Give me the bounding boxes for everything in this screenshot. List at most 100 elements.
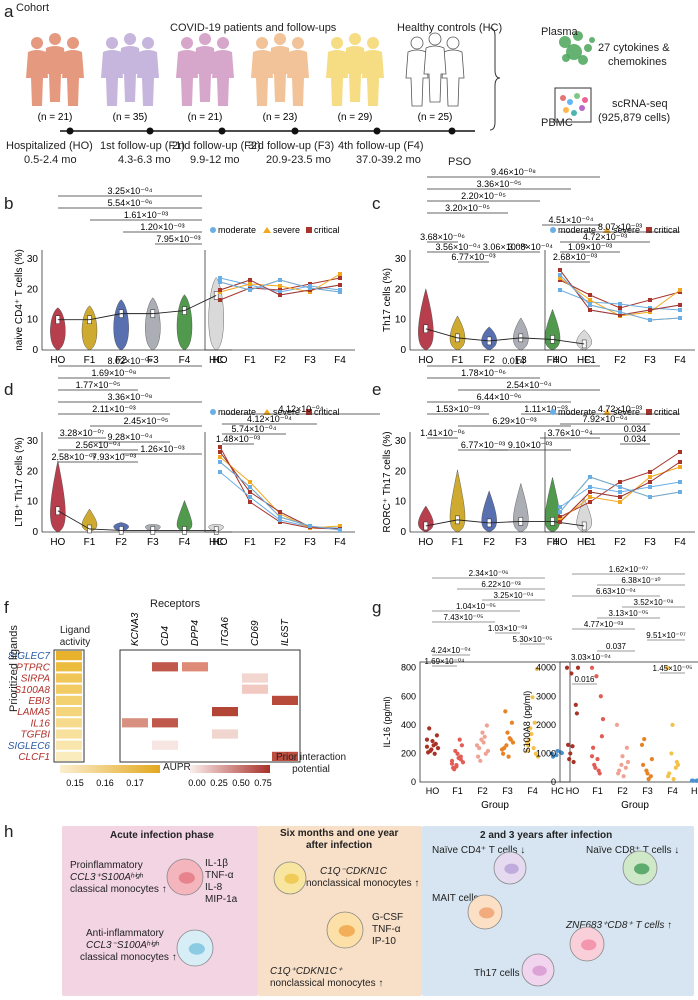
timeline-point: [291, 127, 299, 135]
ligand-name: SIRPA: [21, 674, 51, 685]
g-left-pvalue: 7.43×10⁻⁰⁵: [444, 613, 484, 622]
plasma-dot: [562, 54, 570, 62]
d-pvalue: 2.56×10⁻⁰⁴: [75, 440, 120, 450]
cell-nucleus: [504, 863, 519, 874]
x-tick-label: HC: [691, 786, 698, 796]
person-head: [142, 37, 154, 49]
person-body: [344, 46, 366, 102]
person-icon: [194, 33, 216, 102]
person-icon: [101, 37, 123, 106]
interaction-cell: [212, 729, 238, 739]
data-dot-F3: [641, 762, 646, 767]
x-tick-label: F4: [667, 786, 678, 796]
x-tick-label: F3: [147, 537, 159, 548]
data-dot-HO: [431, 743, 436, 748]
legend-severe: severe: [273, 407, 300, 417]
data-dot-F1: [452, 767, 457, 772]
g-right-pvalue: 1.45×10⁻⁰⁵: [653, 664, 693, 673]
patient-point: [558, 273, 562, 277]
c-top-pvalue: 2.20×10⁻⁰⁵: [461, 191, 506, 201]
x-tick-label: F2: [617, 786, 628, 796]
patient-point: [558, 515, 562, 519]
x-axis-label: Group: [481, 800, 509, 811]
patient-point: [648, 298, 652, 302]
y-tick-label: 1000: [536, 748, 556, 758]
data-dot-F3: [507, 736, 512, 741]
patient-point: [278, 518, 282, 522]
c-top-pvalue: 3.36×10⁻⁰⁵: [477, 179, 522, 189]
data-dot-HO: [427, 726, 432, 731]
patient-point: [558, 505, 562, 509]
patient-point: [618, 310, 622, 314]
legend-critical-marker: [306, 409, 312, 415]
group-count: (n = 35): [113, 112, 148, 123]
proinflammatory-monocyte: [166, 858, 204, 896]
patient-point: [308, 286, 312, 290]
data-dot-F4: [667, 771, 672, 776]
interaction-cell: [272, 695, 298, 705]
legend-critical-marker: [646, 227, 652, 233]
y-tick-label: 3000: [536, 691, 556, 701]
mid-genes-2: C1Q⁺CDKN1C⁺: [270, 966, 343, 977]
data-dot-HO: [430, 738, 435, 744]
person-icon: [423, 32, 447, 103]
data-dot-HO: [569, 671, 574, 676]
group-count: (n = 29): [338, 112, 373, 123]
cohort-label: Cohort: [16, 2, 50, 14]
ligand-heatmap: SIGLEC7PTPRCSIRPAS100A8EBI3LAMA5IL16TGFB…: [8, 612, 301, 788]
mid-cytokine-0: G-CSF: [372, 912, 404, 923]
c-top-pvalue: 4.51×10⁻⁰⁴: [548, 215, 593, 225]
data-dot-HC: [554, 753, 559, 758]
person-body: [251, 50, 273, 106]
x-tick-label: F4: [547, 355, 559, 366]
cell-nucleus: [532, 965, 547, 976]
g-right-pvalue: 9.51×10⁻⁰⁷: [646, 631, 686, 640]
x-tick-label: F3: [644, 355, 656, 366]
brace: [489, 27, 501, 131]
data-dot-F2: [619, 762, 624, 767]
x-tick-label: F3: [642, 786, 653, 796]
x-tick-label: HC: [577, 355, 591, 366]
patient-point: [618, 485, 622, 489]
panel-label-f: f: [4, 598, 9, 617]
x-tick-label: F2: [483, 537, 495, 548]
x-tick-label: F1: [452, 786, 463, 796]
six-months-box: [258, 826, 422, 996]
data-dot-F2: [478, 758, 483, 763]
data-dot-F4: [528, 726, 533, 731]
violin-HO: [50, 307, 66, 351]
timeline-point: [373, 127, 381, 135]
data-dot-F1: [595, 757, 600, 762]
x-tick-label: F2: [115, 537, 127, 548]
legend-moderate: moderate: [218, 225, 256, 235]
e-line-pvalue: 4.72×10⁻⁰³: [598, 404, 642, 414]
patient-point: [278, 278, 282, 282]
y-tick-label: 10: [395, 497, 407, 508]
b-pvalue: 3.25×10⁻⁰⁴: [107, 186, 152, 196]
x-tick-label: F1: [452, 355, 464, 366]
g-right-pvalue: 6.38×10⁻¹⁰: [621, 576, 660, 585]
covid-title: COVID-19 patients and follow-ups: [170, 22, 337, 34]
ligand-name: LAMA5: [17, 707, 50, 718]
naive-cd4-t-cell: [493, 851, 527, 885]
data-dot-F2: [624, 745, 630, 750]
late-znf683: ZNF683⁺CD8⁺ T cells ↑: [566, 920, 673, 931]
x-tick-label: F2: [115, 355, 127, 366]
interaction-cell: [242, 684, 268, 694]
interaction-cell: [152, 662, 178, 672]
umap-cluster: [571, 110, 577, 116]
y-tick-label: 30: [395, 254, 407, 265]
person-icon: [26, 37, 48, 106]
y-tick-label: 20: [395, 284, 407, 295]
ligand-name: CLCF1: [18, 752, 50, 763]
g-left-pvalue: 4.24×10⁻⁰⁴: [431, 646, 472, 655]
patient-point: [218, 298, 222, 302]
e-pvalue: 2.54×10⁻⁰⁴: [506, 380, 551, 390]
patient-point: [588, 485, 592, 489]
patient-point: [218, 280, 222, 284]
plot-frame: [559, 661, 698, 783]
c-low-pvalue: 3.56×10⁻⁰⁴: [435, 242, 480, 252]
y-tick-label: 2000: [536, 720, 556, 730]
ligand-name: IL16: [31, 718, 51, 729]
x-tick-label: F4: [179, 355, 191, 366]
